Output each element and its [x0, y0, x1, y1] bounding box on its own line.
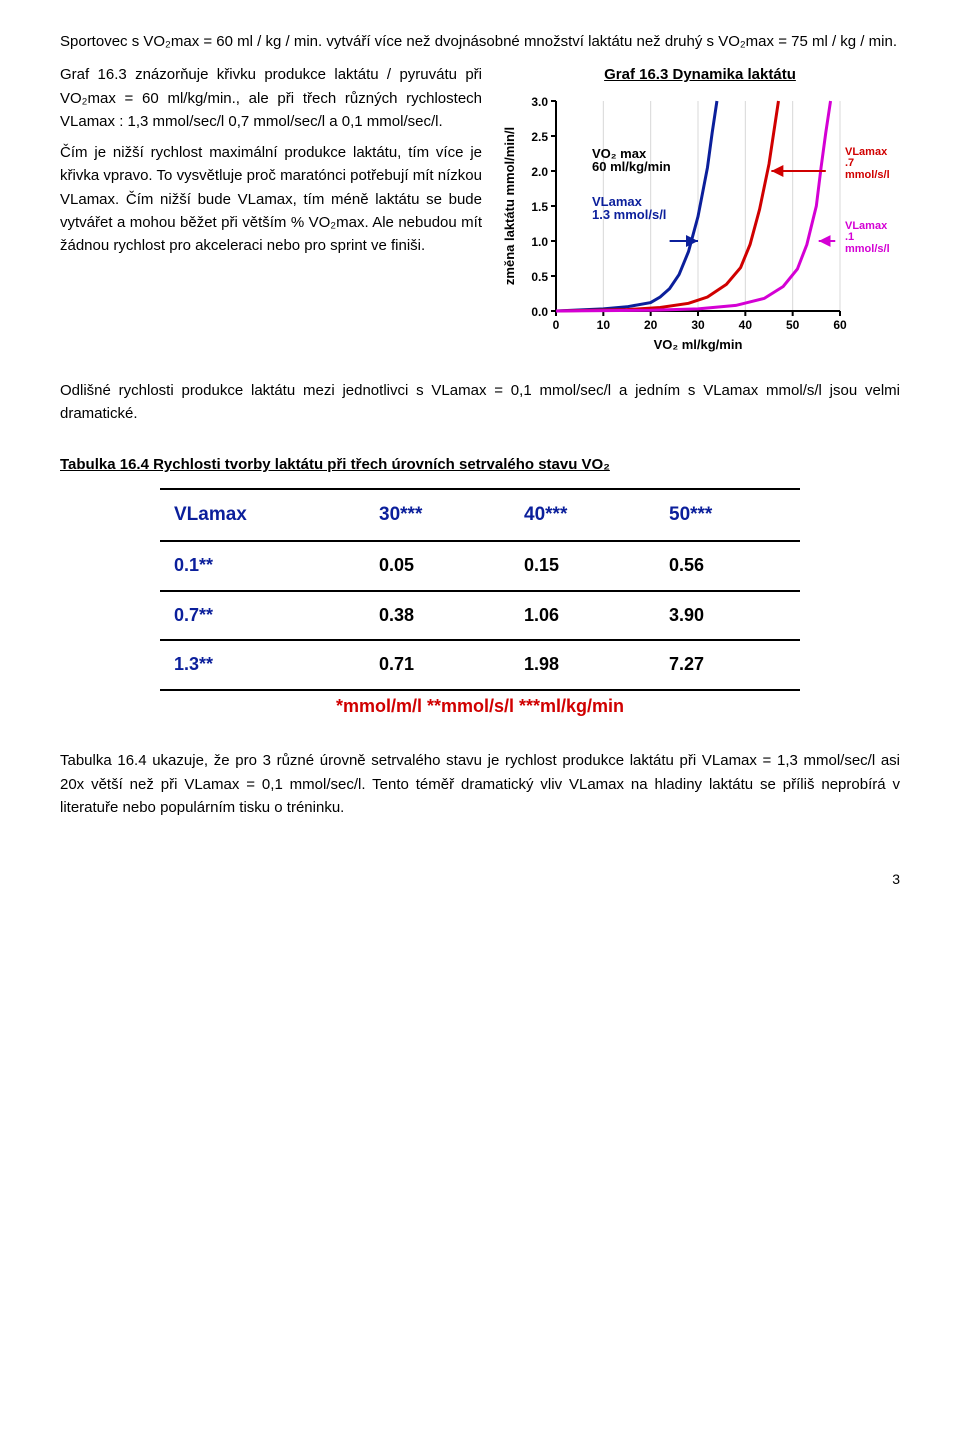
arrow-mag-annot: VLamax .1 mmol/s/l — [845, 221, 900, 256]
closing-paragraph: Tabulka 16.4 ukazuje, že pro 3 různé úro… — [60, 749, 900, 819]
svg-text:0.0: 0.0 — [531, 305, 548, 319]
table-col-header: 40*** — [510, 489, 655, 540]
intro-paragraph: Sportovec s VO₂max = 60 ml / kg / min. v… — [60, 30, 900, 53]
table-col-header: 30*** — [365, 489, 510, 540]
svg-text:10: 10 — [597, 318, 611, 332]
table-wrapper: VLamax30***40***50*** 0.1**0.050.150.560… — [160, 488, 800, 721]
svg-text:2.5: 2.5 — [531, 130, 548, 144]
lactate-chart: 0.0 0.5 1.0 1.5 2.0 2.5 3.0 0 10 20 30 40 50 60 VO₂ ml… — [500, 93, 900, 353]
arrow-blue-annot: VLamax 1.3 mmol/s/l — [592, 195, 666, 222]
svg-text:0: 0 — [553, 318, 560, 332]
table-header-row: VLamax30***40***50*** — [160, 489, 800, 540]
table-cell: 1.06 — [510, 591, 655, 641]
table-heading: Tabulka 16.4 Rychlosti tvorby laktátu př… — [60, 453, 900, 476]
table-cell: 0.15 — [510, 541, 655, 591]
table-row-label: 1.3** — [160, 640, 365, 690]
table-cell: 0.56 — [655, 541, 800, 591]
table-cell: 1.98 — [510, 640, 655, 690]
table-cell: 0.71 — [365, 640, 510, 690]
left-p1: Graf 16.3 znázorňuje křivku produkce lak… — [60, 63, 482, 133]
svg-text:40: 40 — [739, 318, 753, 332]
svg-text:1.0: 1.0 — [531, 235, 548, 249]
table-row: 0.1**0.050.150.56 — [160, 541, 800, 591]
svg-text:30: 30 — [691, 318, 705, 332]
two-column-section: Graf 16.3 znázorňuje křivku produkce lak… — [60, 63, 900, 372]
lactate-table: VLamax30***40***50*** 0.1**0.050.150.560… — [160, 488, 800, 691]
left-p3: Odlišné rychlosti produkce laktátu mezi … — [60, 379, 900, 426]
table-cell: 3.90 — [655, 591, 800, 641]
svg-text:20: 20 — [644, 318, 658, 332]
table-row-label: 0.7** — [160, 591, 365, 641]
table-col-header: 50*** — [655, 489, 800, 540]
left-text-column: Graf 16.3 znázorňuje křivku produkce lak… — [60, 63, 482, 372]
svg-text:změna laktátu mmol/min/l: změna laktátu mmol/min/l — [502, 126, 517, 284]
chart-column: Graf 16.3 Dynamika laktátu 0.0 0.5 1.0 1.5 2… — [500, 63, 900, 372]
svg-text:1.5: 1.5 — [531, 200, 548, 214]
chart-container: 0.0 0.5 1.0 1.5 2.0 2.5 3.0 0 10 20 30 40 50 60 VO₂ ml… — [500, 93, 900, 373]
arrow-red-annot: VLamax .7 mmol/s/l — [845, 147, 900, 182]
left-p2: Čím je nižší rychlost maximální produkce… — [60, 141, 482, 257]
chart-title: Graf 16.3 Dynamika laktátu — [500, 63, 900, 86]
page-number: 3 — [60, 869, 900, 891]
svg-text:50: 50 — [786, 318, 800, 332]
svg-text:3.0: 3.0 — [531, 95, 548, 109]
vo2max-annot: VO₂ max 60 ml/kg/min — [592, 147, 671, 174]
svg-text:2.0: 2.0 — [531, 165, 548, 179]
table-cell: 0.38 — [365, 591, 510, 641]
table-cell: 0.05 — [365, 541, 510, 591]
svg-text:0.5: 0.5 — [531, 270, 548, 284]
svg-text:60: 60 — [833, 318, 847, 332]
table-footnote: *mmol/m/l **mmol/s/l ***ml/kg/min — [160, 693, 800, 721]
table-row: 0.7**0.381.063.90 — [160, 591, 800, 641]
svg-text:VO₂ ml/kg/min: VO₂ ml/kg/min — [654, 337, 743, 352]
table-col-header: VLamax — [160, 489, 365, 540]
table-body: 0.1**0.050.150.560.7**0.381.063.901.3**0… — [160, 541, 800, 691]
table-cell: 7.27 — [655, 640, 800, 690]
table-row: 1.3**0.711.987.27 — [160, 640, 800, 690]
table-row-label: 0.1** — [160, 541, 365, 591]
